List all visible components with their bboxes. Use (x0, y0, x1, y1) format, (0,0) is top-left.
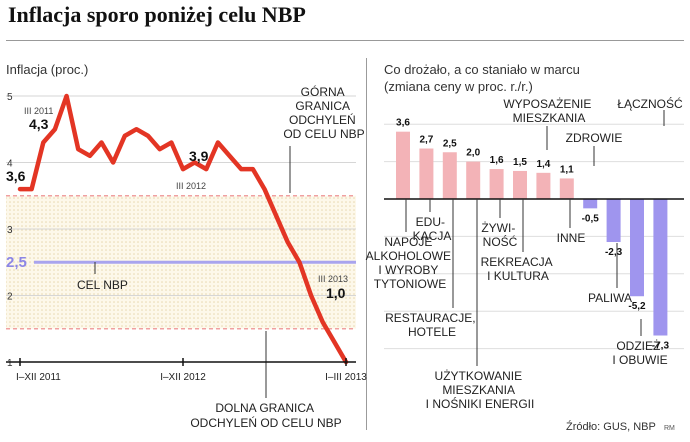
price-bar-value: 1,1 (560, 164, 574, 175)
left-y-tick-label: 5 (7, 92, 13, 103)
annotation-2012: 3,9 (189, 148, 209, 164)
left-x-tick-label: I–III 2013 (325, 372, 367, 383)
panel-divider (366, 58, 367, 430)
price-bars (396, 131, 668, 336)
price-chart-title: Co drożało, a co staniało w marcu (384, 62, 580, 77)
source-text: Źródło: GUS, NBP (566, 420, 656, 433)
category-odziez: ODZIEŻ I OBUWIE (612, 339, 667, 367)
left-y-ticks: 1 2 3 4 5 (7, 92, 13, 369)
left-y-tick-label: 2 (7, 291, 13, 302)
annotation-peak-2011: 4,3 (29, 116, 49, 132)
price-chart-subtitle: (zmiana ceny w proc. r./r.) (384, 79, 533, 94)
svg-text:GÓRNA GRANICA: GÓRNA GRANICA ODCHYLEŃ OD CELU NBP (283, 84, 364, 141)
category-labels (405, 110, 665, 366)
left-x-tick-label: I–XII 2012 (160, 372, 206, 383)
annotation-end-period: III 2013 (318, 274, 348, 284)
left-x-ticks: I–XII 2011 I–XII 2012 I–III 2013 (16, 358, 367, 383)
upper-band-label-line1: GÓRNA (301, 84, 345, 99)
price-bar (419, 148, 434, 199)
price-bar (559, 178, 574, 199)
price-bar (536, 172, 551, 199)
price-bar-value: 3,6 (396, 118, 410, 129)
price-bar-value: -0,5 (582, 213, 600, 224)
annotation-2012-period: III 2012 (176, 181, 206, 191)
price-change-chart: Co drożało, a co staniało w marcu (zmian… (366, 62, 684, 433)
upper-band-label-line2: GRANICA (295, 99, 350, 113)
price-bar-value: -7,3 (652, 341, 670, 352)
price-bar (630, 199, 644, 297)
price-bar (583, 199, 598, 209)
price-bar-value: 1,6 (490, 155, 504, 166)
price-bar (489, 169, 504, 199)
price-bar (513, 170, 527, 199)
price-bar-value: 1,5 (513, 157, 527, 168)
price-bar (466, 161, 481, 199)
price-bar-value: 1,4 (536, 159, 550, 170)
category-text: NAPOJE ALKOHOLOWE I WYROBY TYTONIOWE EDU… (366, 96, 683, 411)
price-bar (442, 152, 457, 199)
target-value-label: 2,5 (6, 254, 27, 271)
lower-band-label: DOLNA GRANICA ODCHYLEŃ OD CELU NBP (190, 331, 342, 430)
upper-band-label: GÓRNA GRANICA ODCHYLEŃ OD CELU NBP (283, 84, 365, 193)
upper-band-label-line3: ODCHYLEŃ (289, 112, 356, 127)
annotation-peak-2011-period: III 2011 (24, 106, 53, 116)
category-paliwa: PALIWA (588, 291, 632, 305)
category-napoje: NAPOJE ALKOHOLOWE I WYROBY TYTONIOWE (366, 235, 455, 291)
price-bar-value: 2,7 (419, 135, 433, 146)
price-bar-values: 3,6 2,7 2,5 2,0 1,6 1,5 1,4 1,1 -0,5 -2,3 -5,2 -7,3 (396, 118, 669, 352)
category-edukacja: EDU- KACJA (413, 215, 452, 243)
target-label: CEL NBP (77, 278, 128, 292)
category-zdrowie: ZDROWIE (566, 131, 623, 145)
inflation-line (17, 93, 349, 365)
category-lacznosc: ŁĄCZNOŚĆ (617, 96, 683, 111)
svg-text:DOLNA GRANICA ODCHYLEŃ: DOLNA GRANICA ODCHYLEŃ OD CELU NBP (190, 401, 341, 430)
price-bar-value: 2,5 (443, 138, 457, 149)
annotation-end: 1,0 (326, 285, 346, 301)
price-bar (653, 199, 668, 336)
price-bar (606, 199, 621, 243)
title-rule (6, 40, 684, 41)
upper-band-label-line4: OD CELU NBP (283, 127, 364, 141)
category-uzytkowanie: UŻYTKOWANIE MIESZKANIA I NOŚNIKI ENERGII (426, 369, 535, 411)
page-title: Inflacja sporo poniżej celu NBP (8, 2, 306, 27)
price-bar-value: -2,3 (605, 247, 623, 258)
category-zywnosc: ŻYWI- NOŚĆ (481, 221, 518, 249)
annotation-start: 3,6 (6, 168, 26, 184)
lower-band-label-line2: ODCHYLEŃ OD CELU NBP (190, 415, 341, 430)
lower-band-label-line1: DOLNA GRANICA (215, 401, 314, 415)
credit-text: RM (664, 425, 675, 432)
left-y-tick-label: 4 (7, 158, 13, 169)
category-inne: INNE (557, 231, 586, 245)
category-restauracje: RESTAURACJE, HOTELE (385, 311, 479, 339)
category-rekreacja: REKREACJA I KULTURA (481, 255, 556, 283)
inflation-chart: Inflacja (proc.) 1 2 3 4 5 2,5 CEL NBP 3,6 I… (6, 62, 367, 430)
left-y-tick-label: 3 (7, 225, 13, 236)
left-x-tick-label: I–XII 2011 (16, 372, 61, 383)
left-y-tick-label: 1 (7, 358, 13, 369)
price-bar-value: -5,2 (628, 301, 646, 312)
price-bar-value: 2,0 (466, 148, 480, 159)
inflation-chart-title: Inflacja (proc.) (6, 62, 88, 77)
category-wyposazenie: WYPOSAŻENIE MIESZKANIA (503, 97, 594, 125)
price-bar (396, 131, 410, 199)
